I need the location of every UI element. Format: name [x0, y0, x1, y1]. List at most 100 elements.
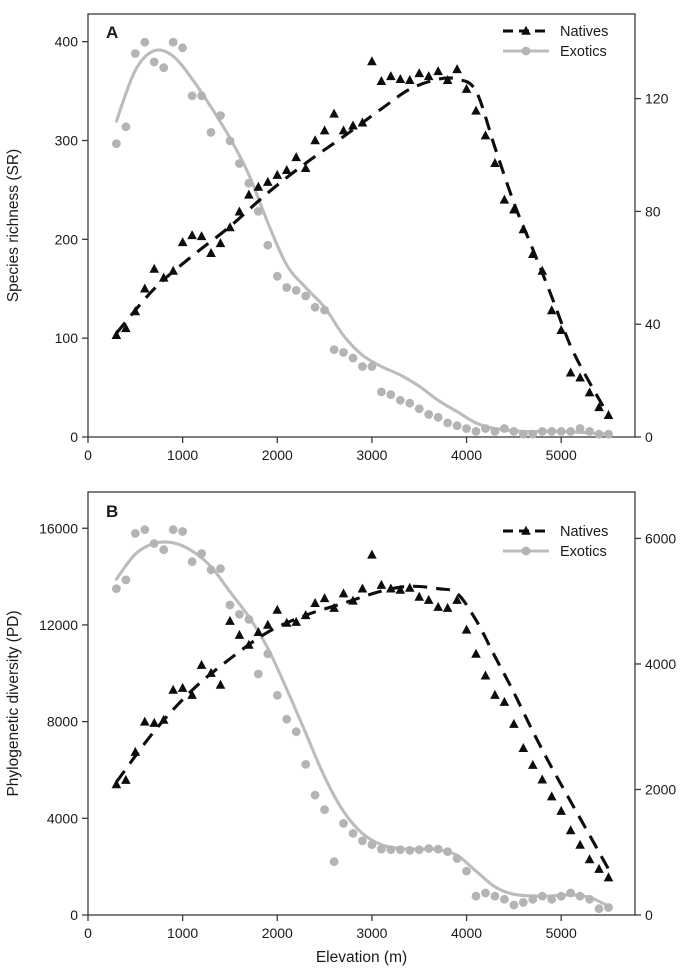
- exotic-point: [272, 271, 282, 281]
- native-point: [348, 595, 358, 605]
- native-point: [594, 402, 604, 412]
- native-point: [300, 162, 311, 172]
- exotic-point: [168, 37, 178, 47]
- exotic-point: [452, 421, 462, 431]
- native-point: [480, 130, 491, 140]
- y-axis-right: 0 40 80 120: [635, 91, 669, 445]
- native-point: [565, 825, 576, 835]
- exotic-point: [263, 649, 273, 659]
- exotic-point: [585, 427, 594, 436]
- exotic-point: [206, 127, 216, 137]
- exotic-point: [490, 427, 500, 436]
- exotic-point: [414, 404, 424, 414]
- exotic-point: [339, 348, 348, 357]
- exotic-point: [358, 362, 367, 371]
- native-point: [206, 667, 216, 677]
- exotic-point: [225, 600, 235, 610]
- exotic-point: [547, 427, 557, 436]
- exotic-point: [235, 610, 244, 619]
- y-tick-label: 40: [645, 316, 661, 332]
- legend-triangle-marker: [521, 525, 531, 535]
- exotic-point: [121, 575, 131, 585]
- native-point: [130, 306, 141, 316]
- exotic-point: [585, 894, 594, 904]
- exotic-point: [320, 305, 329, 315]
- native-point: [386, 71, 396, 81]
- exotic-point: [216, 564, 225, 573]
- native-point: [272, 169, 283, 179]
- exotic-point: [367, 362, 377, 371]
- exotic-point: [263, 240, 273, 250]
- panel-letter: A: [106, 23, 118, 42]
- native-point: [329, 602, 339, 612]
- exotic-point: [291, 286, 301, 295]
- exotic-point: [253, 669, 263, 679]
- y-tick-label: 200: [55, 231, 79, 247]
- exotic-point: [547, 894, 557, 904]
- exotic-point: [481, 888, 490, 898]
- exotic-point: [301, 760, 311, 769]
- exotic-point: [140, 37, 150, 47]
- native-point: [490, 158, 500, 168]
- exotic-point: [130, 529, 140, 538]
- native-point: [395, 74, 406, 84]
- native-point: [244, 639, 254, 649]
- native-point: [281, 164, 292, 174]
- y-tick-label: 2000: [645, 781, 676, 797]
- natives-points: [111, 549, 614, 882]
- native-point: [206, 247, 216, 257]
- legend-label: Exotics: [560, 44, 607, 60]
- exotic-point: [159, 545, 169, 555]
- natives-points: [111, 56, 614, 420]
- exotics-points: [112, 37, 613, 439]
- native-point: [234, 629, 245, 639]
- exotic-point: [187, 91, 197, 101]
- native-point: [537, 774, 548, 784]
- exotic-point: [197, 91, 207, 101]
- panel-b: 0 1000 2000 3000 4000 5000 0 4000 8000 12000 16000…: [5, 491, 676, 966]
- native-point: [177, 237, 188, 247]
- exotic-point: [386, 390, 396, 400]
- x-tick-label: 0: [84, 925, 92, 941]
- exotic-point: [216, 111, 225, 120]
- exotic-point: [121, 122, 131, 132]
- native-point: [376, 76, 387, 86]
- native-point: [196, 659, 207, 669]
- y-tick-label: 300: [55, 133, 79, 149]
- legend: Natives Exotics: [503, 524, 608, 560]
- native-point: [414, 591, 425, 601]
- native-point: [433, 601, 443, 611]
- native-point: [253, 626, 264, 636]
- exotic-point: [443, 418, 452, 428]
- native-point: [139, 716, 150, 726]
- native-point: [357, 583, 368, 593]
- exotic-point: [206, 565, 216, 575]
- exotic-point: [367, 840, 377, 850]
- native-point: [272, 604, 283, 614]
- x-tick-label: 1000: [167, 925, 198, 941]
- y-tick-label: 12000: [39, 617, 78, 633]
- exotic-point: [178, 527, 188, 536]
- native-point: [168, 684, 178, 694]
- native-point: [187, 689, 197, 699]
- exotic-point: [178, 43, 188, 53]
- exotic-point: [490, 891, 500, 901]
- exotic-point: [149, 57, 159, 67]
- native-point: [386, 583, 396, 593]
- x-tick-label: 4000: [451, 447, 482, 463]
- y-tick-label: 16000: [39, 520, 78, 536]
- exotics-trend-line: [114, 540, 611, 908]
- exotic-point: [537, 427, 547, 436]
- native-point: [556, 325, 566, 335]
- y-tick-label: 8000: [47, 714, 78, 730]
- exotic-point: [556, 891, 566, 901]
- exotic-point: [424, 410, 434, 419]
- y-axis-right: 0 2000 4000 6000: [635, 530, 676, 923]
- native-point: [575, 839, 585, 849]
- exotic-point: [112, 584, 121, 593]
- native-point: [556, 805, 566, 815]
- native-point: [149, 717, 160, 727]
- exotic-point: [414, 845, 424, 855]
- legend: Natives Exotics: [503, 24, 608, 60]
- native-point: [367, 549, 377, 559]
